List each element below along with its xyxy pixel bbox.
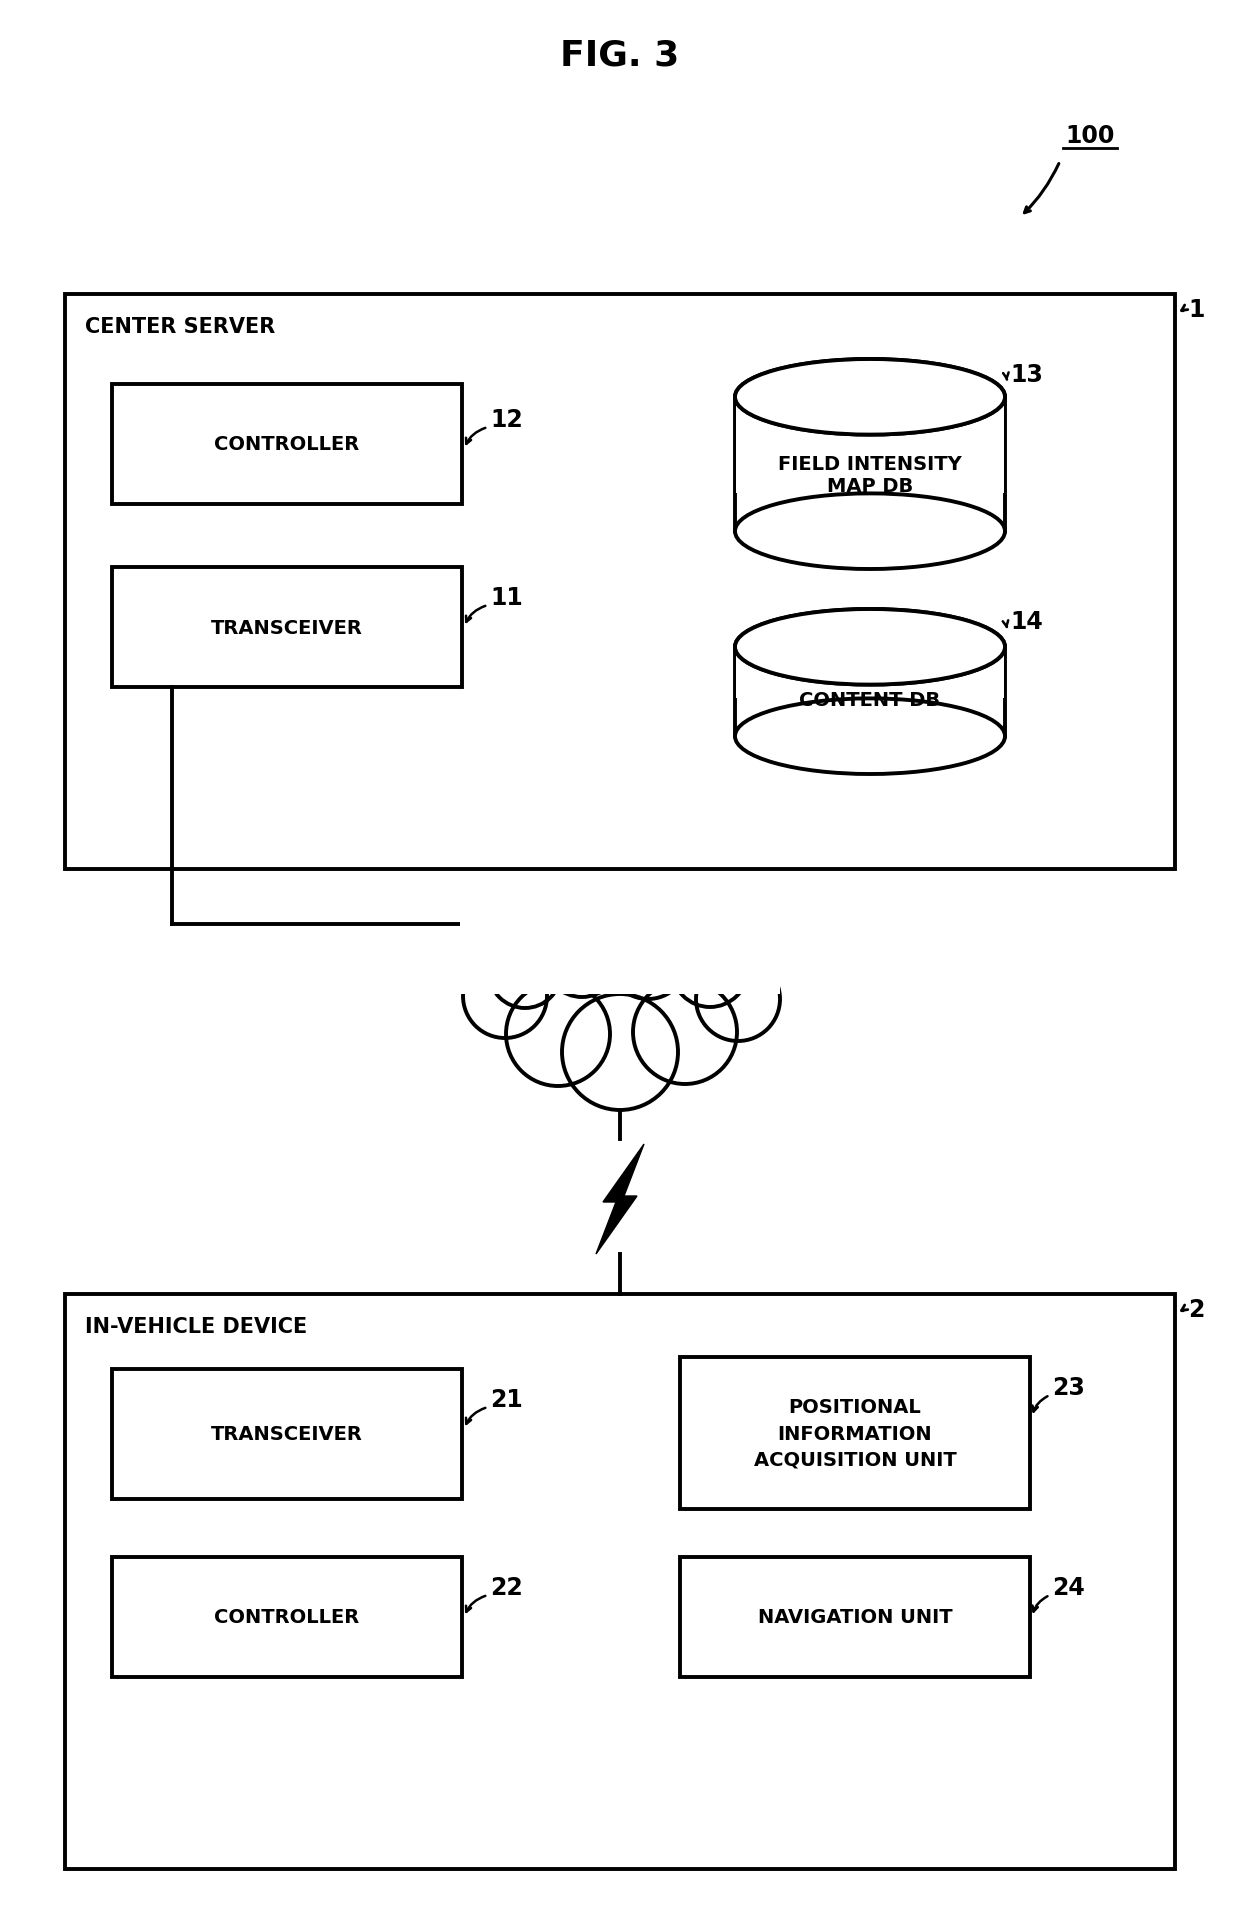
Text: NAVIGATION UNIT: NAVIGATION UNIT (758, 1608, 952, 1627)
Polygon shape (596, 1144, 644, 1254)
Text: 22: 22 (490, 1575, 523, 1600)
Bar (680, 1558, 1030, 1677)
Circle shape (463, 955, 547, 1038)
Text: 1: 1 (1188, 297, 1204, 322)
Bar (112, 567, 463, 687)
Bar (737, 610, 1003, 699)
Text: IN-VEHICLE DEVICE: IN-VEHICLE DEVICE (86, 1316, 308, 1336)
Ellipse shape (735, 359, 1004, 436)
Circle shape (562, 994, 678, 1110)
Text: CONTROLLER: CONTROLLER (215, 1608, 360, 1627)
Ellipse shape (735, 610, 1004, 685)
Bar (64, 295, 1176, 870)
Text: 2: 2 (1188, 1297, 1204, 1322)
Ellipse shape (735, 699, 1004, 774)
Bar (680, 1357, 1030, 1509)
Bar (112, 1558, 463, 1677)
Bar (112, 384, 463, 506)
Text: TRANSCEIVER: TRANSCEIVER (211, 618, 363, 637)
Text: CONTROLLER: CONTROLLER (215, 436, 360, 454)
Text: 12: 12 (490, 407, 523, 432)
Text: CONTENT DB: CONTENT DB (800, 691, 941, 710)
Ellipse shape (735, 494, 1004, 569)
Ellipse shape (735, 610, 1004, 685)
Text: CENTER SERVER: CENTER SERVER (86, 317, 275, 338)
Text: TRANSCEIVER: TRANSCEIVER (211, 1424, 363, 1444)
Circle shape (672, 932, 748, 1007)
Bar (112, 1368, 463, 1500)
Bar (735, 398, 1004, 533)
Text: 24: 24 (1052, 1575, 1085, 1600)
Text: 100: 100 (1065, 124, 1115, 149)
Bar (64, 1295, 1176, 1868)
Circle shape (544, 921, 620, 998)
Text: FIELD INTENSITY
MAP DB: FIELD INTENSITY MAP DB (779, 455, 962, 496)
Text: 14: 14 (1011, 610, 1043, 633)
Circle shape (506, 982, 610, 1087)
Text: POSITIONAL
INFORMATION
ACQUISITION UNIT: POSITIONAL INFORMATION ACQUISITION UNIT (754, 1397, 956, 1469)
Text: FIG. 3: FIG. 3 (560, 39, 680, 71)
Circle shape (696, 957, 780, 1042)
Text: 21: 21 (490, 1388, 523, 1411)
Text: 13: 13 (1011, 363, 1043, 386)
Circle shape (632, 980, 737, 1085)
Ellipse shape (735, 359, 1004, 436)
Text: 11: 11 (490, 585, 523, 610)
Bar (735, 647, 1004, 737)
Text: 23: 23 (1052, 1376, 1085, 1399)
Bar (460, 915, 780, 994)
Circle shape (489, 936, 560, 1009)
Circle shape (608, 919, 688, 1000)
Bar (737, 359, 1003, 494)
